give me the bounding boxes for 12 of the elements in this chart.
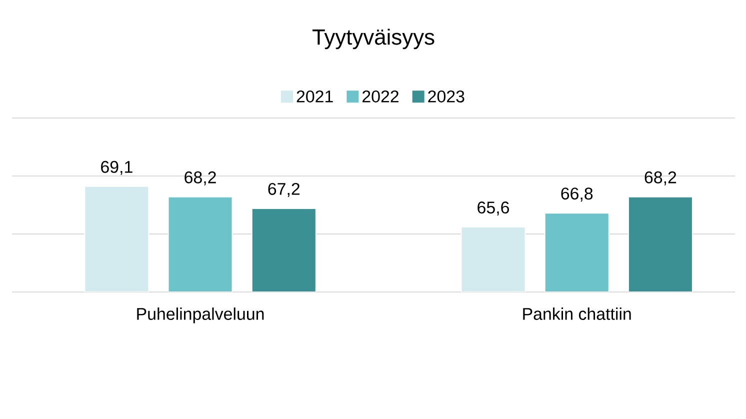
data-label: 67,2	[268, 182, 300, 197]
chart-title: Tyytyväisyys	[312, 28, 434, 50]
data-label: 68,2	[644, 171, 676, 186]
x-tick-label: Puhelinpalveluun	[137, 308, 264, 324]
legend-label: 2022	[362, 90, 398, 102]
data-label: 69,1	[101, 160, 132, 175]
legend-label: 2021	[296, 90, 333, 102]
data-label: 65,6	[478, 202, 509, 216]
legend-label: 2023	[428, 90, 464, 102]
data-label: 66,8	[561, 188, 593, 202]
data-label: 68,2	[184, 171, 216, 186]
x-tick-label: Pankin chattiin	[523, 308, 631, 320]
